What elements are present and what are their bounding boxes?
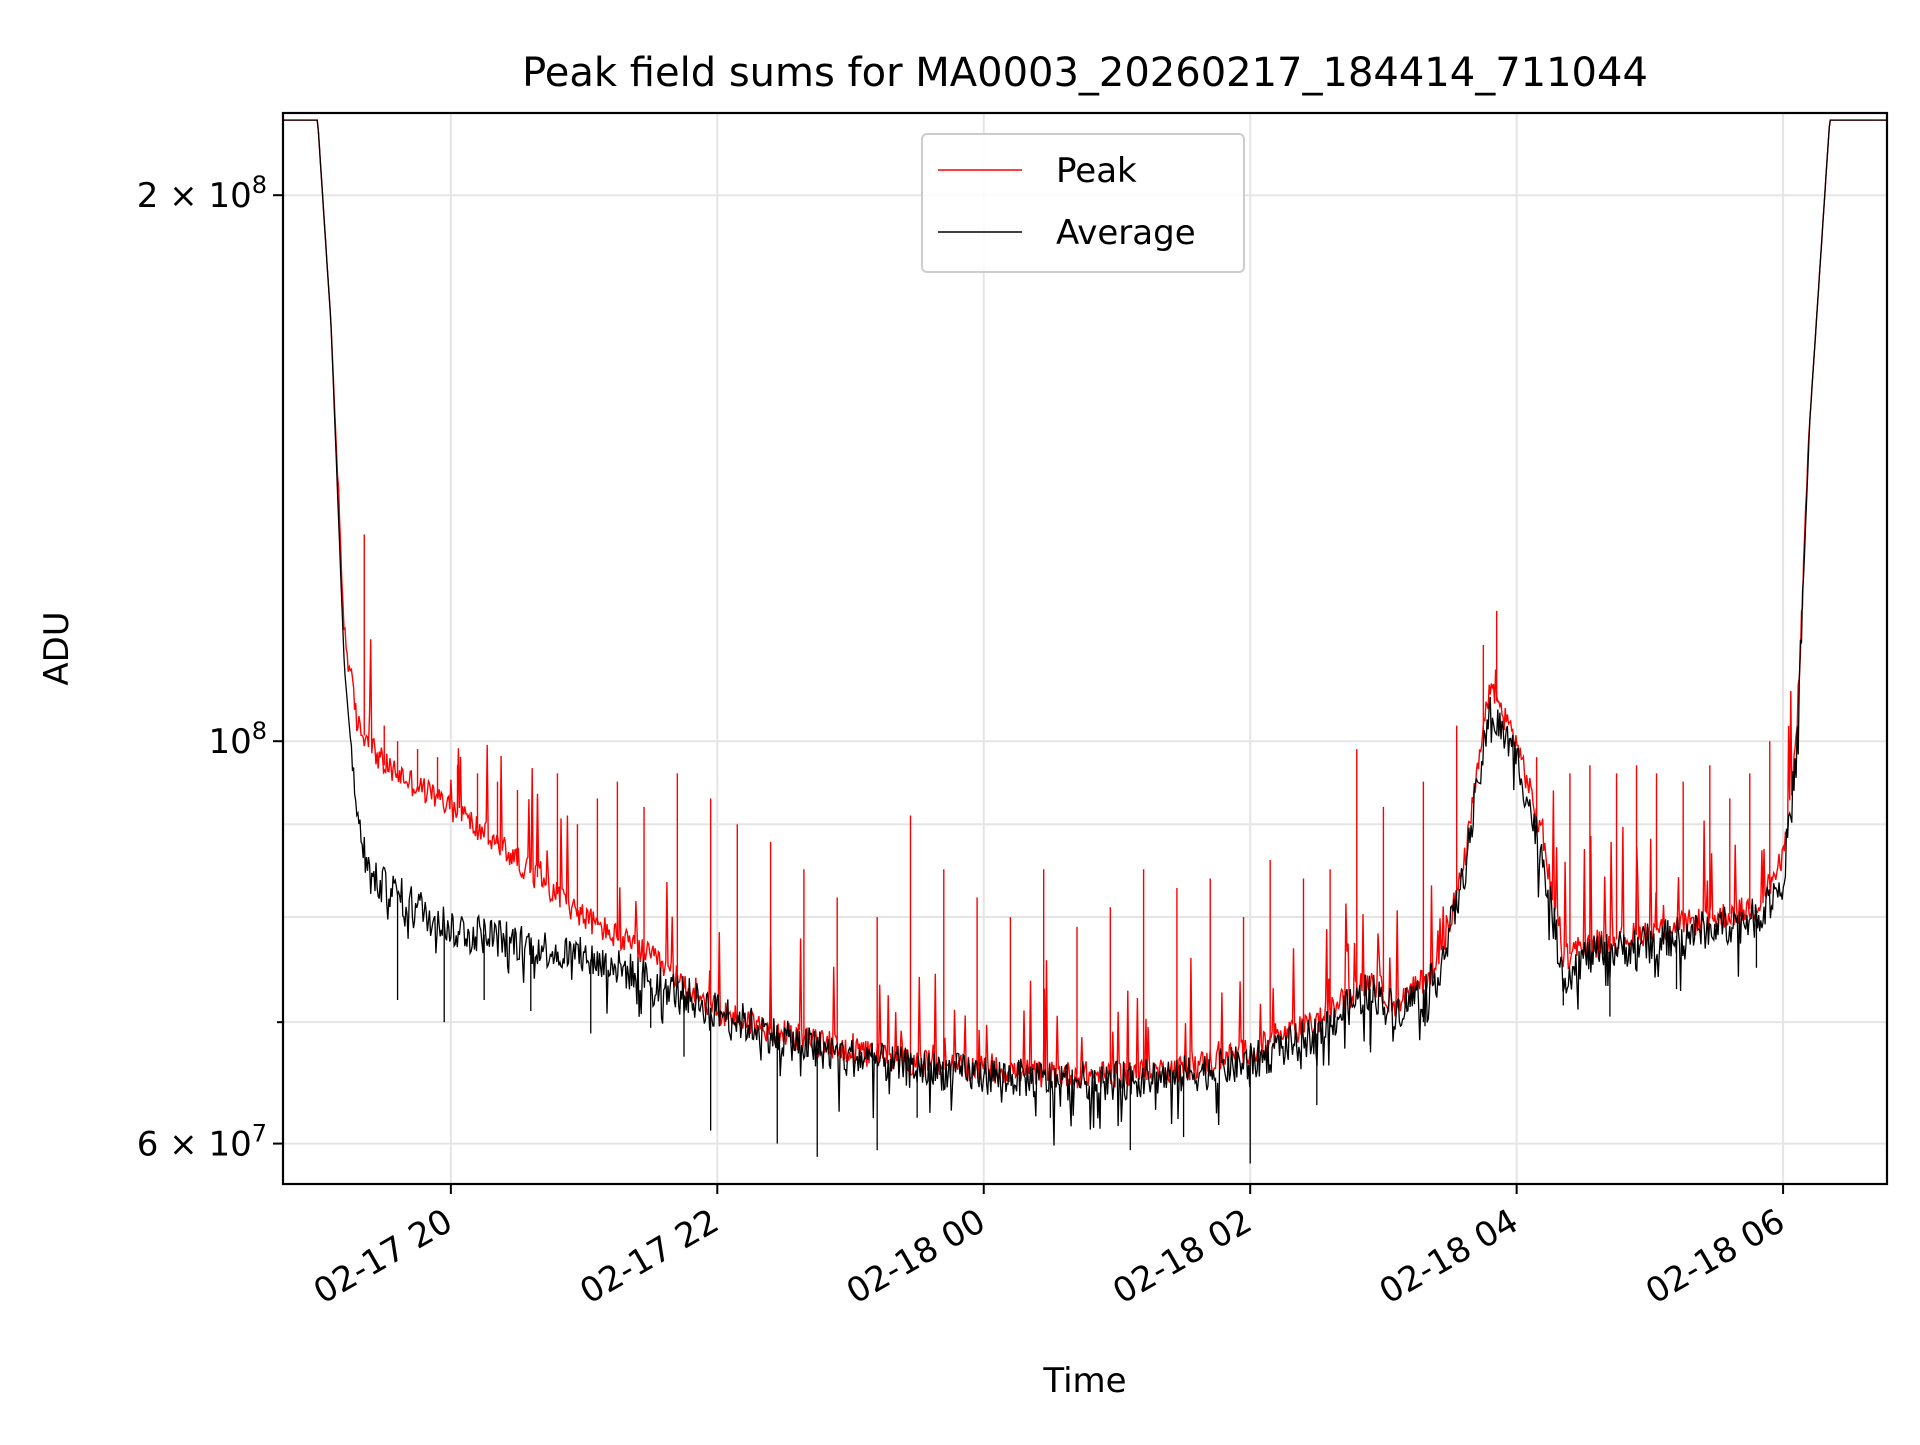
y-tick-label: 108 [208,717,267,762]
x-axis-ticks: 02-17 20 02-17 22 02-18 00 02-18 02 02-18 04… [307,1184,1792,1312]
legend: Peak Average [921,133,1245,273]
legend-box [921,133,1245,273]
plot-series [283,119,1887,1164]
x-tick-label: 02-18 00 [840,1201,992,1312]
series-line-average [283,119,1887,1146]
plot-frame [281,111,1889,1186]
y-axis-ticks: 6 × 107 108 2 × 108 [137,171,283,1165]
x-tick-label: 02-18 06 [1639,1201,1791,1312]
x-tick-label: 02-18 04 [1373,1201,1525,1312]
chart-title: Peak field sums for MA0003_20260217_1844… [522,50,1648,96]
x-tick-label: 02-17 20 [307,1201,459,1312]
legend-label-peak: Peak [1056,151,1137,191]
x-axis-label: Time [1042,1361,1126,1401]
x-tick-label: 02-18 02 [1106,1201,1258,1312]
grid [283,113,1887,1184]
y-tick-label: 6 × 107 [137,1120,267,1165]
y-tick-label: 2 × 108 [137,171,267,216]
y-axis-label: ADU [37,611,77,685]
x-tick-label: 02-17 22 [573,1201,725,1312]
legend-label-average: Average [1056,213,1196,253]
